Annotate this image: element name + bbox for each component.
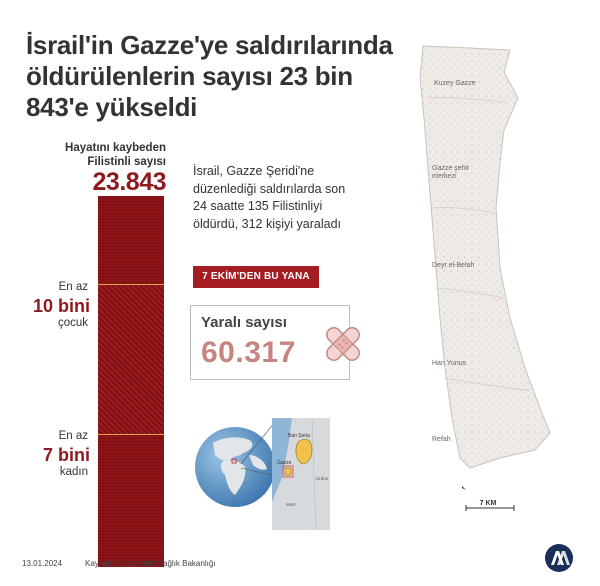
women-suffix: kadın: [59, 466, 88, 478]
inset-label-urdun: Ürdün: [316, 475, 329, 481]
wounded-value: 60.317: [201, 336, 296, 369]
footer-source: Kaynak: Gazze'deki Sağlık Bakanlığı: [85, 559, 216, 568]
children-suffix: çocuk: [57, 317, 88, 329]
scale-label: 7 KM: [479, 500, 497, 507]
victims-caption: Hayatını kaybeden Filistinli sayısı: [65, 142, 166, 168]
inset-label-misir: Mısır: [286, 502, 296, 507]
north-arrow-icon: [462, 486, 466, 490]
connector-lines: [240, 421, 276, 477]
city-refah: Refah: [432, 436, 451, 443]
women-value: 7 bini: [42, 445, 90, 465]
scale-bar: [462, 486, 515, 511]
children-prefix: En az: [58, 281, 88, 293]
children-value: 10 bini: [32, 296, 90, 316]
headline: İsrail'in Gazze'ye saldırılarında öldürü…: [26, 30, 393, 122]
city-gazze-sehir-merkezi: Gazze şehir merkezi: [432, 165, 470, 180]
inset-map: Batı Şeria Gazze Ürdün Mısır: [272, 418, 330, 530]
since-badge: 7 EKİM'DEN BU YANA: [193, 266, 319, 288]
city-kuzey-gazze: Kuzey Gazze: [434, 80, 476, 87]
description: İsrail, Gazze Şeridi'ne düzenlediği sald…: [193, 164, 346, 231]
city-han-yunus: Han Yunus: [432, 360, 467, 367]
wounded-label: Yaralı sayısı: [201, 314, 287, 331]
gaza-strip-map: [419, 45, 551, 469]
wounded-box: Yaralı sayısı 60.317: [190, 305, 360, 380]
women-marker-line: [98, 434, 164, 435]
bandage-icon: [326, 327, 360, 361]
inset-label-bati-seria: Batı Şeria: [288, 433, 310, 439]
victims-total: 23.843: [92, 168, 167, 196]
footer-date: 13.01.2024: [22, 559, 63, 568]
children-segment: [98, 284, 164, 434]
city-deyr-el-belah: Deyr el-Belah: [432, 262, 475, 269]
aa-logo-icon: [545, 544, 573, 572]
inset-label-gazze: Gazze: [277, 460, 292, 466]
children-marker-line: [98, 284, 164, 285]
victims-bar: [98, 196, 164, 567]
women-prefix: En az: [58, 430, 88, 442]
